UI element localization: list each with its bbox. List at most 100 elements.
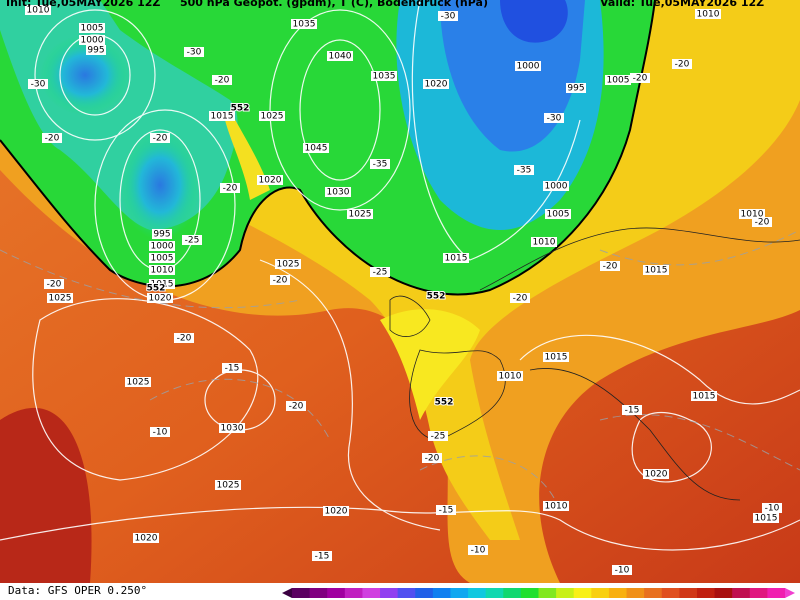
temperature-label: -25 (185, 236, 200, 246)
label-box (47, 293, 73, 303)
temperature-label: -10 (615, 566, 630, 576)
isobar-label: 1030 (221, 424, 244, 434)
label-box (600, 261, 620, 271)
scale-end (785, 588, 795, 598)
label-box (672, 59, 692, 69)
label-box (286, 401, 306, 411)
label-box (291, 19, 317, 29)
isobar-label: 1000 (545, 182, 568, 192)
geopotential-label: 552 (231, 104, 250, 114)
temperature-label: -20 (177, 334, 192, 344)
label-box (28, 79, 48, 89)
data-source: Data: GFS OPER 0.250° (8, 584, 147, 597)
scale-step (415, 588, 434, 598)
label-box (125, 377, 151, 387)
isobar-label: 1020 (149, 294, 172, 304)
label-box (762, 503, 782, 513)
label-box (303, 143, 329, 153)
label-box (215, 480, 241, 490)
label-box (147, 293, 173, 303)
temperature-label: -20 (755, 218, 770, 228)
label-box (220, 183, 240, 193)
label-box (25, 5, 51, 15)
scale-step (749, 588, 768, 598)
isobar-label: 1025 (49, 294, 72, 304)
scale-step (767, 588, 786, 598)
isobar-label: 1025 (127, 378, 150, 388)
label-box (184, 47, 204, 57)
temperature-label: -15 (225, 364, 240, 374)
isobar-label: 1000 (81, 36, 104, 46)
temperature-label: -20 (273, 276, 288, 286)
temperature-label: -20 (153, 134, 168, 144)
label-box (605, 75, 631, 85)
isobar-label: 1040 (329, 52, 352, 62)
header-valid: Valid: Tue,05MAY2026 12Z (600, 0, 764, 9)
label-box (752, 217, 772, 227)
geopotential-label: 552 (427, 292, 446, 302)
temperature-label: -20 (633, 74, 648, 84)
label-box (545, 209, 571, 219)
scale-step (380, 588, 399, 598)
label-box (543, 181, 569, 191)
temperature-label: -35 (373, 160, 388, 170)
temperature-label: -20 (47, 280, 62, 290)
scale-step (397, 588, 416, 598)
label-box (428, 431, 448, 441)
scale-step (538, 588, 557, 598)
isobar-label: 1035 (373, 72, 396, 82)
label-box (79, 23, 105, 33)
label-box (371, 71, 397, 81)
isobar-label: 1000 (517, 62, 540, 72)
scale-step (468, 588, 487, 598)
isobar-label: 1005 (81, 24, 104, 34)
label-box (149, 241, 175, 251)
isobar-label: 1020 (325, 507, 348, 517)
isobar-label: 1015 (545, 353, 568, 363)
isobar-label: 1015 (693, 392, 716, 402)
label-box (312, 551, 332, 561)
isobar-label: 1010 (499, 372, 522, 382)
label-box (257, 175, 283, 185)
temperature-label: -20 (603, 262, 618, 272)
isobar-label: 1010 (741, 210, 764, 220)
isobar-label: 995 (153, 230, 170, 240)
label-box (622, 405, 642, 415)
label-box (275, 259, 301, 269)
isobar-label: 1005 (151, 254, 174, 264)
scale-step (661, 588, 680, 598)
temperature-label: -25 (373, 268, 388, 278)
label-box (150, 133, 170, 143)
isobar-label: 1000 (151, 242, 174, 252)
label-box (150, 427, 170, 437)
label-box (370, 159, 390, 169)
temperature-label: -20 (289, 402, 304, 412)
temperature-label: -10 (153, 428, 168, 438)
label-box (42, 133, 62, 143)
scale-step (696, 588, 716, 598)
label-box (327, 51, 353, 61)
scale-step (450, 588, 469, 598)
temperature-label: -20 (425, 454, 440, 464)
temperature-label: -10 (471, 546, 486, 556)
label-box (566, 83, 586, 93)
temperature-label: -15 (315, 552, 330, 562)
label-box (544, 113, 564, 123)
label-box (643, 469, 669, 479)
label-box (149, 253, 175, 263)
isobar-label: 1005 (547, 210, 570, 220)
label-box (182, 235, 202, 245)
label-box (212, 75, 232, 85)
header-init: Init: Tue,05MAY2026 12Z (6, 0, 160, 9)
temperature-label: -20 (215, 76, 230, 86)
label-box (270, 275, 290, 285)
label-box (438, 11, 458, 21)
label-box (149, 265, 175, 275)
isobar-label: 1015 (151, 280, 174, 290)
map-labels: 1010100510009951035104010351020100099510… (25, 5, 782, 576)
label-box (739, 209, 765, 219)
label-box (468, 545, 488, 555)
scale-step (591, 588, 610, 598)
label-box (422, 453, 442, 463)
